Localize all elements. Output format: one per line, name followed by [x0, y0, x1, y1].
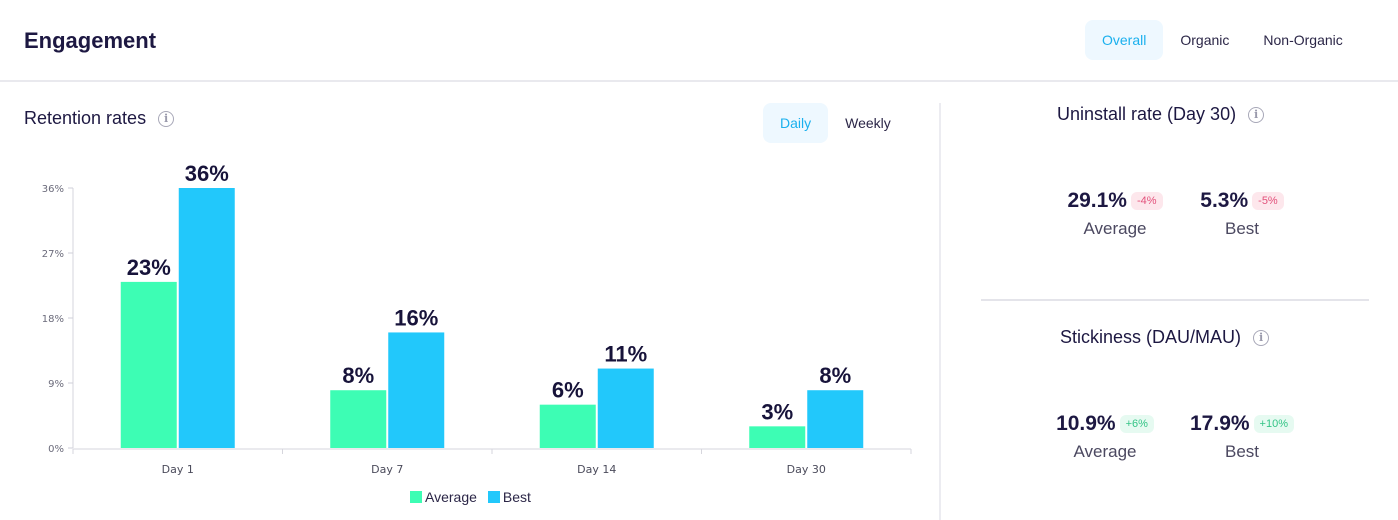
- retention-title: Retention rates i: [24, 108, 175, 129]
- x-tick-label: Day 14: [577, 463, 616, 476]
- metric-label: Average: [1083, 219, 1147, 238]
- metric-label: Best: [1224, 442, 1260, 461]
- stickiness-title: Stickiness (DAU/MAU) i: [1060, 327, 1270, 348]
- engagement-header: Engagement Overall Organic Non-Organic: [0, 0, 1398, 82]
- y-tick-label: 9%: [48, 379, 64, 390]
- bar-best: [807, 390, 864, 448]
- bar-best: [178, 188, 235, 448]
- legend-average-label: Average: [425, 489, 477, 505]
- bar-best: [388, 332, 445, 448]
- legend-average-swatch: [410, 491, 422, 503]
- page-title: Engagement: [24, 28, 157, 53]
- stickiness-average: 10.9% +6% Average: [1050, 412, 1160, 462]
- x-tick-label: Day 30: [787, 463, 826, 476]
- uninstall-best: 5.3% -5% Best: [1190, 189, 1294, 239]
- filter-organic[interactable]: Organic: [1180, 32, 1230, 48]
- toggle-daily[interactable]: Daily: [763, 103, 829, 143]
- legend-best[interactable]: Best: [487, 489, 531, 505]
- x-tick-label: Day 1: [162, 463, 194, 476]
- x-tick-label: Day 7: [371, 463, 403, 476]
- metric-value: 17.9%: [1190, 412, 1250, 435]
- bar-average: [330, 390, 387, 448]
- period-toggle: Daily Weekly: [763, 103, 908, 143]
- filter-non-organic[interactable]: Non-Organic: [1263, 32, 1343, 48]
- legend-best-swatch: [487, 491, 500, 503]
- bar-best: [597, 368, 654, 448]
- delta-badge: +10%: [1253, 415, 1294, 433]
- legend-average[interactable]: Average: [410, 489, 477, 505]
- metric-value: 5.3%: [1200, 189, 1249, 212]
- metric-label: Best: [1224, 219, 1260, 238]
- uninstall-title: Uninstall rate (Day 30) i: [1057, 104, 1265, 125]
- info-icon[interactable]: i: [1248, 106, 1265, 123]
- data-label: 23%: [127, 255, 171, 280]
- retention-chart: 0% 9% 18% 27% 36% Day 1 23% 36% Day 7 8% 16% Day 14…: [0, 150, 930, 520]
- bar-average: [120, 281, 177, 448]
- horizontal-divider: [981, 299, 1369, 301]
- toggle-weekly[interactable]: Weekly: [845, 115, 891, 131]
- legend-best-label: Best: [502, 489, 531, 505]
- traffic-filter: Overall Organic Non-Organic: [1085, 20, 1360, 60]
- vertical-divider: [939, 103, 941, 520]
- metric-value: 10.9%: [1056, 412, 1116, 435]
- filter-overall[interactable]: Overall: [1085, 20, 1164, 60]
- data-label: 8%: [819, 363, 851, 388]
- data-label: 6%: [552, 378, 584, 403]
- delta-badge: -5%: [1252, 192, 1284, 210]
- retention-chart-svg: 0% 9% 18% 27% 36% Day 1 23% 36% Day 7 8% 16% Day 14…: [42, 161, 912, 476]
- data-label: 16%: [394, 305, 438, 330]
- bar-average: [749, 426, 806, 448]
- retention-title-text: Retention rates: [24, 108, 147, 128]
- delta-badge: +6%: [1119, 415, 1154, 433]
- chart-legend: Average Best: [410, 489, 542, 505]
- bar-average: [539, 404, 596, 448]
- info-icon[interactable]: i: [158, 110, 175, 127]
- uninstall-title-text: Uninstall rate (Day 30): [1057, 104, 1237, 124]
- data-label: 3%: [761, 399, 793, 424]
- data-label: 11%: [604, 342, 647, 367]
- stickiness-best: 17.9% +10% Best: [1184, 412, 1300, 462]
- data-label: 36%: [185, 161, 229, 186]
- y-tick-label: 36%: [42, 184, 64, 195]
- metric-label: Average: [1073, 442, 1137, 461]
- data-label: 8%: [342, 363, 374, 388]
- stickiness-title-text: Stickiness (DAU/MAU): [1060, 327, 1242, 347]
- uninstall-average: 29.1% -4% Average: [1060, 189, 1170, 239]
- info-icon[interactable]: i: [1253, 329, 1270, 346]
- y-tick-label: 27%: [42, 249, 64, 260]
- delta-badge: -4%: [1130, 192, 1163, 210]
- y-tick-label: 18%: [42, 314, 64, 325]
- y-tick-label: 0%: [48, 444, 64, 455]
- metric-value: 29.1%: [1067, 189, 1127, 212]
